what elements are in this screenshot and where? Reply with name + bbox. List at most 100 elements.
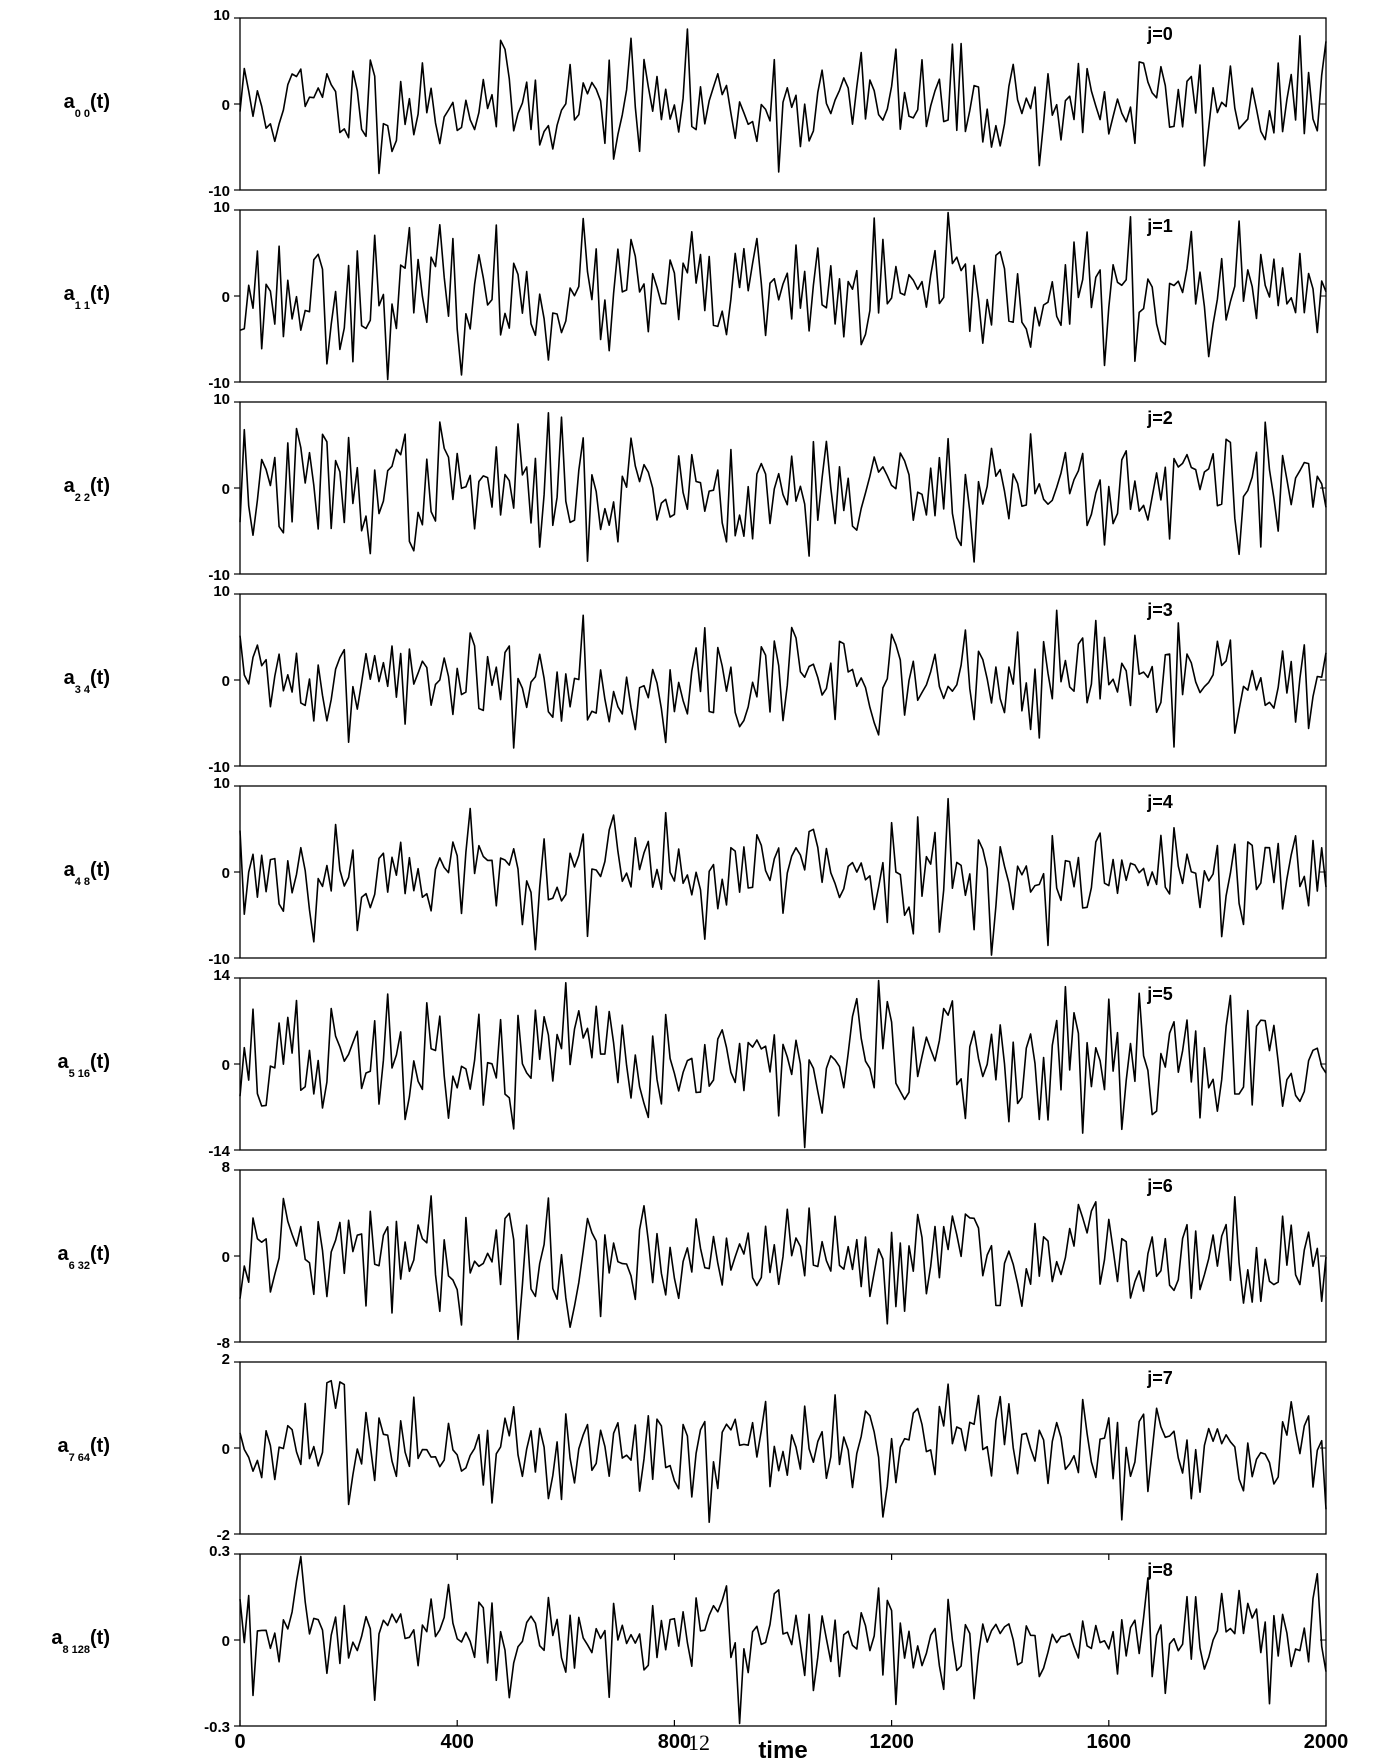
x-tick-label: 400	[441, 1731, 474, 1753]
x-axis: 0 400 800 1200 1600 2000 time	[234, 1554, 1348, 1762]
x-tick-label: 1600	[1087, 1731, 1132, 1753]
y-label-prefix: a	[57, 1051, 69, 1073]
y-label-subscript: 7 64	[69, 1452, 91, 1464]
series-line-6	[239, 1195, 1327, 1341]
y-tick-label: -14	[208, 1143, 230, 1160]
y-label-suffix: (t)	[90, 91, 110, 113]
y-tick-label: 10	[213, 583, 230, 600]
scale-annotation: j=4	[1146, 792, 1173, 812]
y-label-prefix: a	[64, 859, 76, 881]
y-axis-label: a2 2(t)	[64, 475, 110, 504]
panel-7: 2 0 -2 a7 64(t) j=7	[57, 1351, 1327, 1544]
y-tick-label: -0.3	[204, 1719, 230, 1736]
y-tick-label: 0	[222, 289, 230, 306]
panel-2: 10 0 -10 a2 2(t) j=2	[64, 391, 1327, 584]
scale-annotation: j=1	[1146, 216, 1173, 236]
y-tick-label: -10	[208, 183, 230, 200]
y-tick-label: 0	[222, 481, 230, 498]
panel-5: 14 0 -14 a5 16(t) j=5	[57, 967, 1327, 1160]
x-tick-label: 800	[658, 1731, 691, 1753]
y-axis-label: a6 32(t)	[57, 1243, 110, 1272]
y-tick-label: -2	[217, 1527, 230, 1544]
panel-0: 10 0 -10 a0 0(t) j=0	[64, 7, 1327, 200]
y-tick-label: 10	[213, 391, 230, 408]
y-tick-label: 10	[213, 7, 230, 24]
scale-annotation: j=8	[1146, 1560, 1173, 1580]
scale-annotation: j=3	[1146, 600, 1173, 620]
y-axis-label: a0 0(t)	[64, 91, 110, 120]
y-axis-label: a4 8(t)	[64, 859, 110, 888]
series-line-0	[239, 28, 1327, 175]
y-tick-label: -8	[217, 1335, 230, 1352]
y-label-prefix: a	[64, 91, 76, 113]
y-label-subscript: 5 16	[69, 1068, 90, 1080]
y-tick-label: 0	[222, 97, 230, 114]
scale-annotation: j=7	[1146, 1368, 1173, 1388]
series-line-4	[239, 797, 1327, 956]
y-axis-label: a8 128(t)	[51, 1627, 110, 1656]
y-tick-label: 8	[222, 1159, 230, 1176]
y-label-prefix: a	[64, 475, 76, 497]
x-axis-label: time	[758, 1737, 807, 1762]
y-label-suffix: (t)	[90, 667, 110, 689]
series-line-2	[239, 411, 1327, 563]
panel-1: 10 0 -10 a1 1(t) j=1	[64, 199, 1327, 392]
y-tick-label: 10	[213, 775, 230, 792]
y-label-prefix: a	[57, 1243, 69, 1265]
y-label-subscript: 0 0	[75, 108, 90, 120]
y-tick-label: 0	[222, 1633, 230, 1650]
y-tick-label: 10	[213, 199, 230, 216]
y-label-suffix: (t)	[90, 1627, 110, 1649]
y-label-prefix: a	[64, 283, 76, 305]
series-line-5	[239, 979, 1327, 1149]
panel-4: 10 0 -10 a4 8(t) j=4	[64, 775, 1327, 968]
y-tick-label: -10	[208, 759, 230, 776]
y-label-suffix: (t)	[90, 475, 110, 497]
y-axis-label: a7 64(t)	[57, 1435, 110, 1464]
y-tick-label: 0	[222, 1441, 230, 1458]
y-tick-label: 0.3	[209, 1543, 230, 1560]
series-line-1	[239, 211, 1327, 381]
y-tick-label: 0	[222, 673, 230, 690]
y-label-suffix: (t)	[90, 283, 110, 305]
y-label-suffix: (t)	[90, 859, 110, 881]
scale-annotation: j=2	[1146, 408, 1173, 428]
series-line-3	[239, 609, 1327, 749]
y-label-prefix: a	[57, 1435, 69, 1457]
y-axis-label: a1 1(t)	[64, 283, 110, 312]
y-axis-label: a3 4(t)	[64, 667, 110, 696]
scale-annotation: j=5	[1146, 984, 1173, 1004]
x-tick-label: 0	[234, 1731, 245, 1753]
y-tick-label: 2	[222, 1351, 230, 1368]
page-number: 12	[688, 1730, 710, 1755]
y-label-subscript: 1 1	[75, 300, 90, 312]
panel-3: 10 0 -10 a3 4(t) j=3	[64, 583, 1327, 776]
y-tick-label: -10	[208, 951, 230, 968]
y-tick-label: -10	[208, 567, 230, 584]
panel-6: 8 0 -8 a6 32(t) j=6	[57, 1159, 1327, 1352]
y-label-subscript: 2 2	[75, 492, 90, 504]
x-tick-label: 1200	[869, 1731, 914, 1753]
y-label-subscript: 3 4	[75, 684, 91, 696]
y-label-prefix: a	[51, 1627, 63, 1649]
y-tick-label: 0	[222, 865, 230, 882]
scale-annotation: j=6	[1146, 1176, 1173, 1196]
y-label-prefix: a	[64, 667, 76, 689]
y-label-subscript: 4 8	[75, 876, 90, 888]
x-tick-label: 2000	[1304, 1731, 1349, 1753]
panel-8: 0.3 0 -0.3 a8 128(t) j=8	[51, 1543, 1327, 1736]
y-tick-label: 14	[213, 967, 230, 984]
y-label-suffix: (t)	[90, 1243, 110, 1265]
y-axis-label: a5 16(t)	[57, 1051, 110, 1080]
y-label-suffix: (t)	[90, 1435, 110, 1457]
y-tick-label: 0	[222, 1249, 230, 1266]
y-tick-label: 0	[222, 1057, 230, 1074]
series-line-7	[239, 1379, 1327, 1523]
y-tick-label: -10	[208, 375, 230, 392]
y-label-subscript: 8 128	[62, 1644, 90, 1656]
y-label-suffix: (t)	[90, 1051, 110, 1073]
scale-annotation: j=0	[1146, 24, 1173, 44]
series-line-8	[239, 1555, 1327, 1725]
